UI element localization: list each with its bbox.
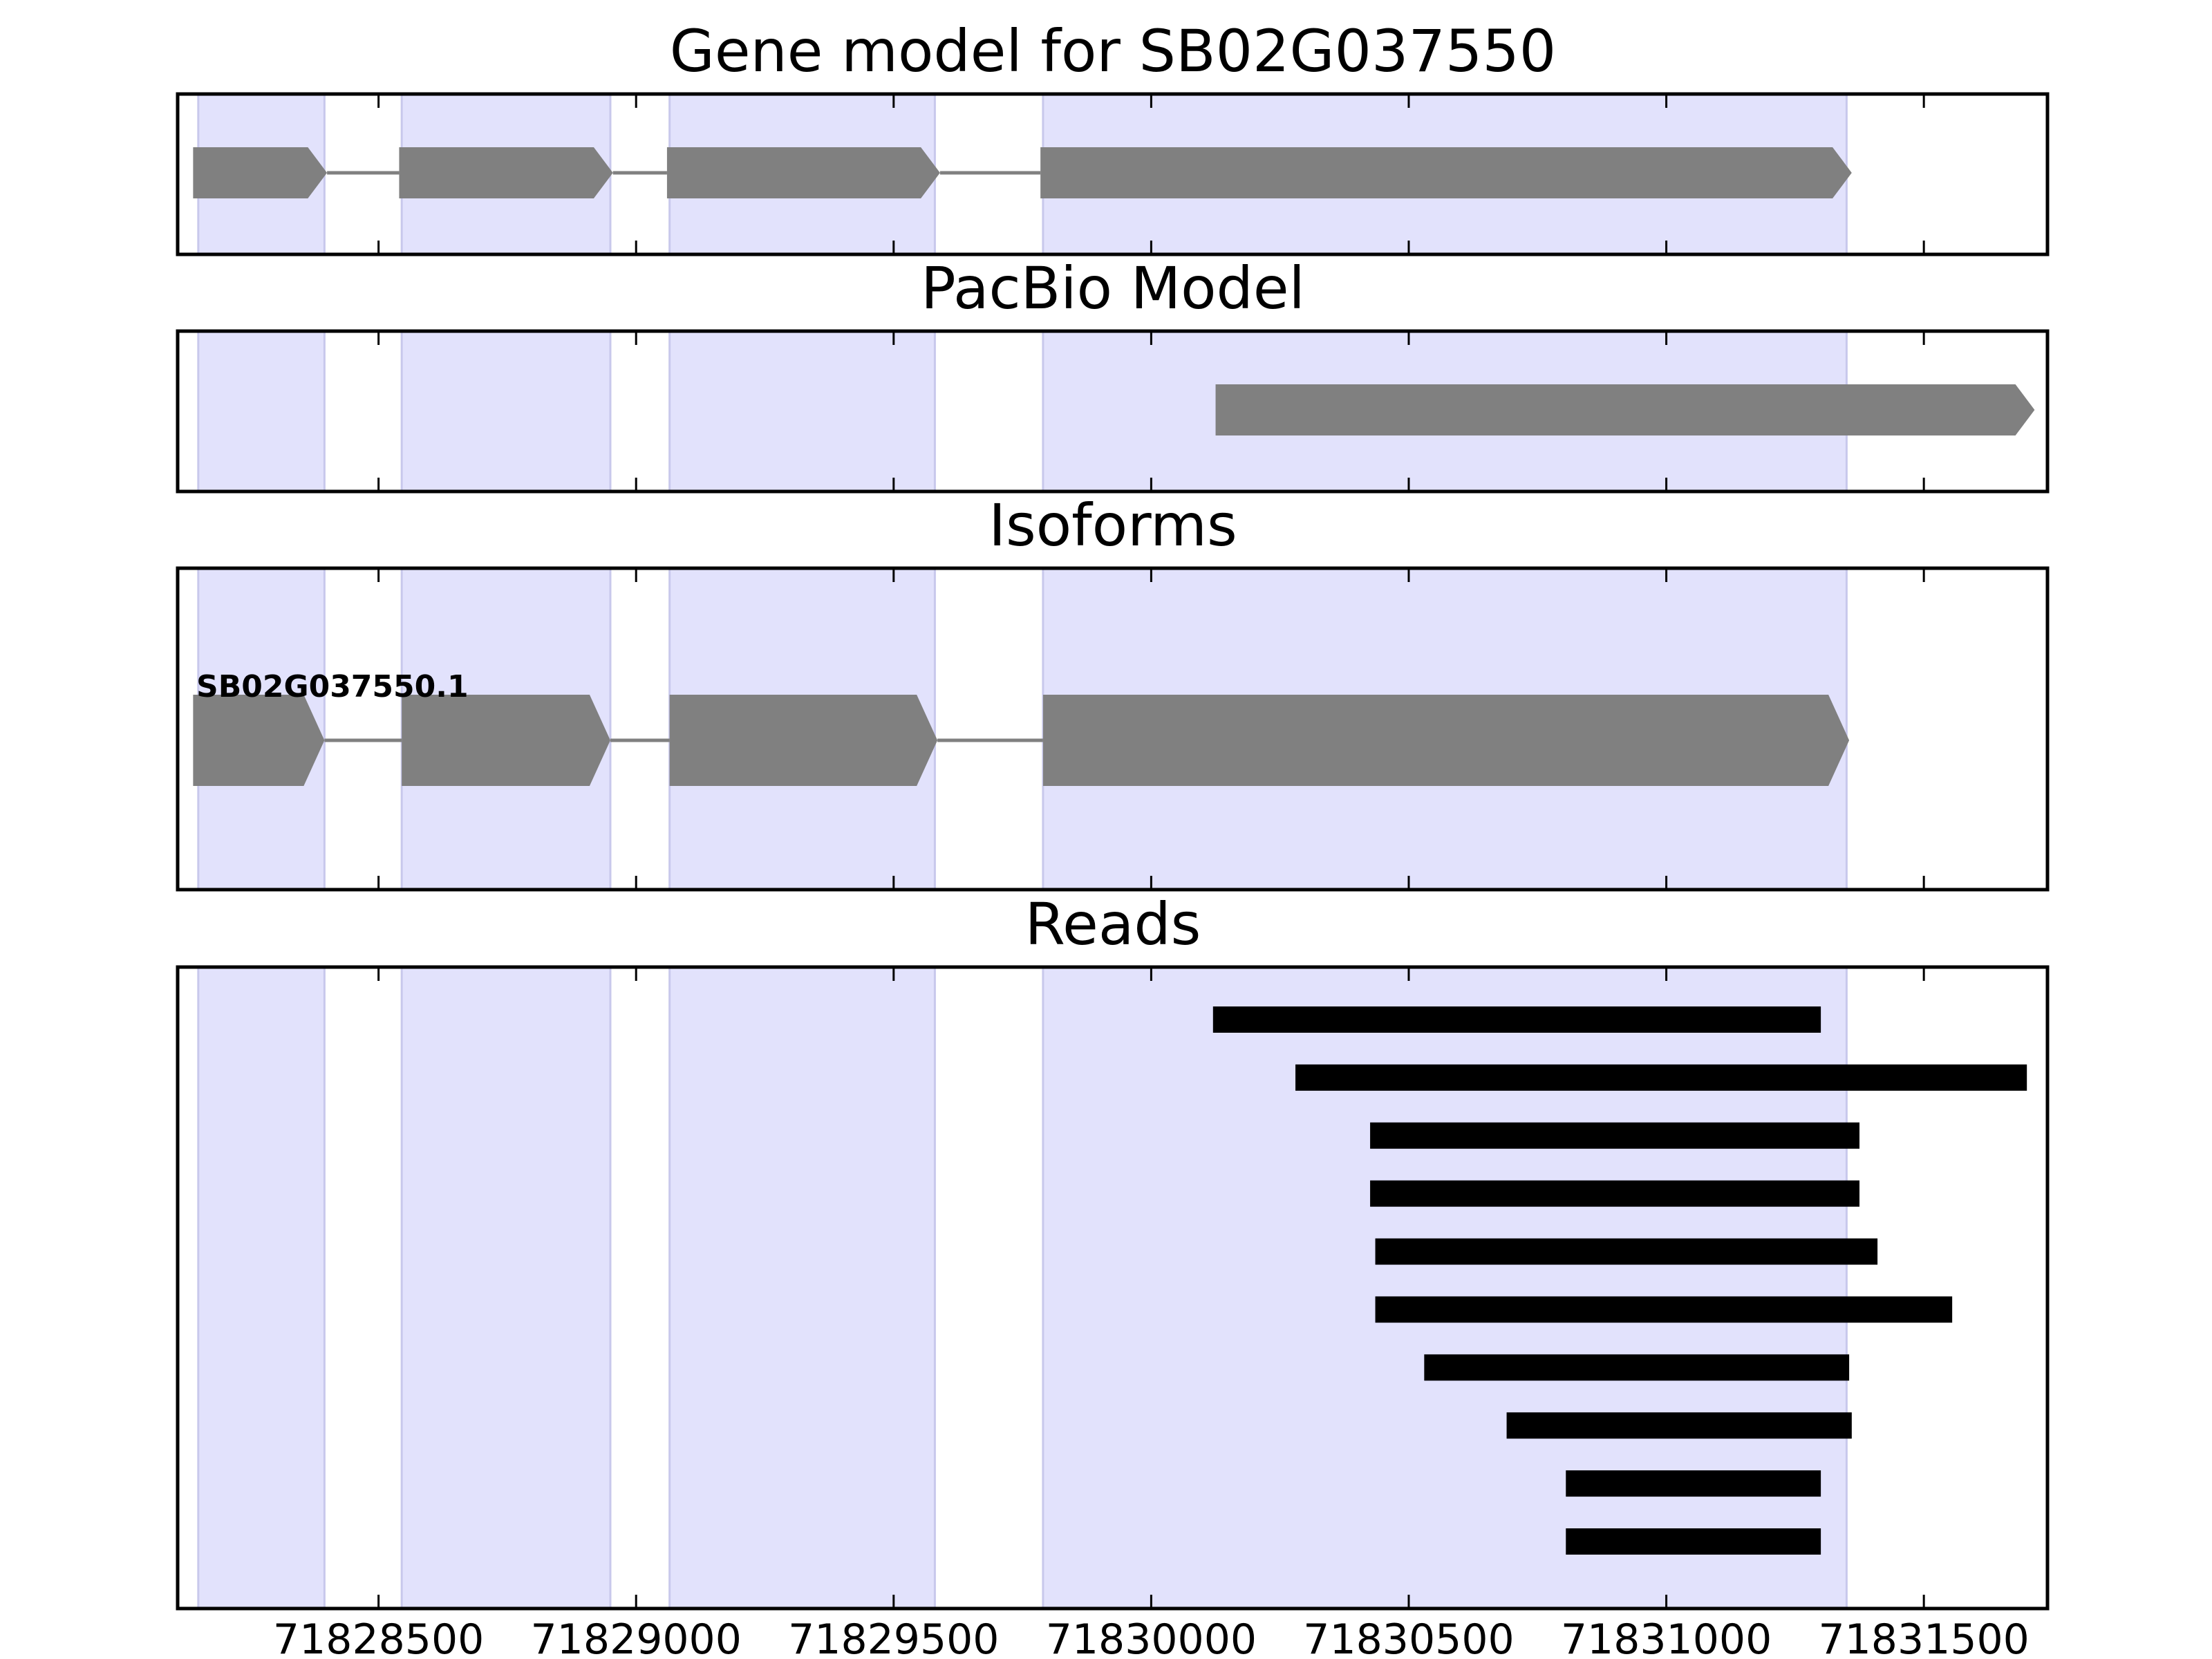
- reads-frame: [176, 965, 2050, 1611]
- isoforms-exon-arrow: [669, 695, 938, 786]
- pacbio-model-exon-shade-band: [400, 330, 612, 493]
- isoforms-ticks: [377, 568, 1925, 890]
- read-bar: [1370, 1122, 1860, 1149]
- isoforms-title: Isoforms: [988, 491, 1237, 559]
- x-tick-label: 71830500: [1303, 1615, 1514, 1659]
- pacbio-model-panel: [176, 329, 2050, 494]
- gene-model-title: Gene model for SB02G037550: [670, 17, 1556, 85]
- gene-model-frame: [176, 92, 2050, 256]
- isoforms-exon-arrow: [193, 695, 325, 786]
- x-tick-label: 71831000: [1561, 1615, 1772, 1659]
- reads-exon-shade-band: [400, 966, 612, 1610]
- reads-exon-shading: [197, 966, 1848, 1610]
- x-tick-label: 71830000: [1046, 1615, 1257, 1659]
- pacbio-model-exon-shade-band: [668, 330, 936, 493]
- x-tick-label: 71828500: [273, 1615, 484, 1659]
- gene-model-features: [193, 147, 1852, 198]
- isoforms-panel: SB02G037550.1: [176, 566, 2050, 892]
- read-bar: [1566, 1470, 1821, 1497]
- read-bar: [1506, 1412, 1852, 1439]
- isoform-name-label: SB02G037550.1: [196, 669, 469, 704]
- pacbio-model-features: [1215, 384, 2035, 435]
- gene-model-exon-arrow: [666, 147, 940, 198]
- read-bar: [1370, 1180, 1860, 1207]
- pacbio-model-exon-shade-band: [197, 330, 326, 493]
- gene-model-exon-arrow: [193, 147, 328, 198]
- read-bar: [1375, 1238, 1878, 1265]
- reads-exon-shade-band: [197, 966, 326, 1610]
- reads-exon-shade-band: [1042, 966, 1848, 1610]
- pacbio-model-title: PacBio Model: [921, 254, 1305, 322]
- isoforms-exon-arrow: [402, 695, 610, 786]
- read-bar: [1212, 1006, 1821, 1033]
- reads-ticks: [377, 967, 1925, 1609]
- read-bar: [1375, 1296, 1953, 1323]
- pacbio-model-exon-shading: [197, 330, 1848, 493]
- gene-model-panel: [176, 92, 2050, 256]
- pacbio-model-frame: [176, 329, 2050, 494]
- gene-model-exon-arrow: [1040, 147, 1852, 198]
- x-tick-label: 71829000: [531, 1615, 742, 1659]
- x-axis-tick-labels: 71828500 71829000 71829500 71830000 71830500…: [273, 1615, 2030, 1659]
- read-bar: [1424, 1354, 1850, 1381]
- reads-title: Reads: [1025, 890, 1201, 958]
- reads-panel: [176, 965, 2050, 1611]
- pacbio-model-ticks: [377, 331, 1925, 491]
- read-bar: [1295, 1064, 2027, 1091]
- gene-model-ticks: [377, 94, 1925, 254]
- x-tick-label: 71831500: [1818, 1615, 2029, 1659]
- x-tick-label: 71829500: [788, 1615, 999, 1659]
- isoforms-frame: [176, 566, 2050, 892]
- reads-exon-shade-band: [668, 966, 936, 1610]
- gene-model-exon-arrow: [399, 147, 613, 198]
- pacbio-model-exon-arrow: [1215, 384, 2035, 435]
- isoforms-features: [193, 695, 1850, 786]
- isoforms-exon-arrow: [1042, 695, 1850, 786]
- reads-bars: [1212, 1006, 2027, 1555]
- read-bar: [1566, 1528, 1821, 1555]
